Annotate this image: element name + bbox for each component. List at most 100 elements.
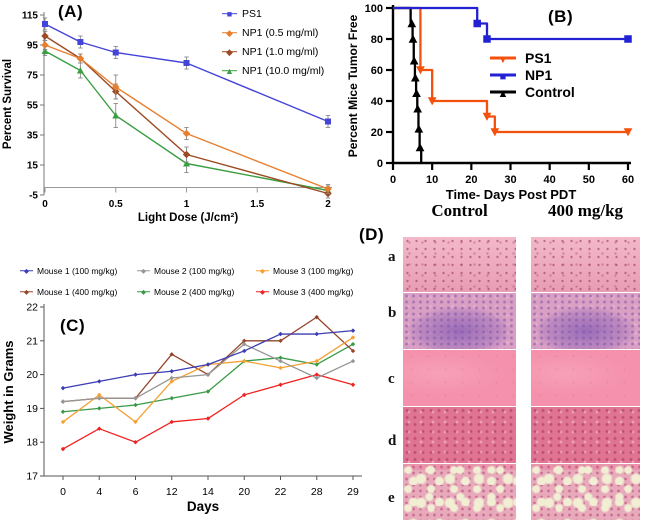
marker-diamond [278, 358, 283, 364]
marker-diamond [314, 314, 319, 320]
x-tick-label-c: 20 [238, 486, 250, 498]
marker-triangle-up [413, 104, 423, 113]
chart-c-weight: 17 18 19 20 21 22 0 4 6 12 14 20 22 28 29 Days Weight in… [1, 302, 362, 514]
x-tick-label-a: 1 [184, 199, 190, 210]
x-tick-label-c: 0 [60, 486, 66, 498]
x-axis-title-c: Days [187, 499, 219, 514]
y-tick-label-b: 80 [371, 34, 383, 46]
histology-image-liver-400mgkg [531, 237, 640, 292]
histology-image-kidney-control [403, 407, 516, 463]
legend-label: Mouse 1 (400 mg/kg) [37, 286, 118, 297]
marker-diamond [205, 362, 211, 367]
x-tick-label-c: 12 [166, 486, 178, 498]
marker-diamond [60, 446, 66, 452]
marker-triangle-up [410, 73, 420, 82]
x-tick-label-c: 4 [96, 486, 102, 498]
legend-marker-icon: ■ [490, 67, 516, 83]
legend-item-mouse-1-400-mg-kg: ◆ Mouse 1 (400 mg/kg) [20, 281, 137, 302]
series-line-b [393, 6, 423, 163]
y-tick-label-c: 22 [26, 302, 38, 314]
legend-item-mouse-2-400-mg-kg: ◆ Mouse 2 (400 mg/kg) [137, 281, 256, 302]
marker-diamond [350, 382, 356, 387]
legend-item-mouse-3-400-mg-kg: ◆ Mouse 3 (400 mg/kg) [256, 281, 372, 302]
x-tick-label-a: 0 [42, 199, 48, 210]
legend-marker-icon: ◆ [256, 286, 269, 297]
x-tick-label-a: 0.5 [109, 199, 123, 210]
marker-diamond [97, 406, 102, 411]
panel-b-label: (B) [548, 7, 574, 26]
legend-item-np1: ■ NP1 [490, 66, 575, 83]
legend-label: Mouse 2 (100 mg/kg) [154, 265, 235, 276]
y-tick-label-a: 35 [27, 131, 39, 142]
legend-marker-icon: ■ [222, 8, 237, 20]
legend-item-np1-1-0-mg-ml: ◆ NP1 (1.0 mg/ml) [222, 42, 324, 61]
x-tick-label-c: 14 [202, 486, 214, 498]
x-tick-label-c: 28 [311, 486, 323, 498]
y-tick-label-b: 20 [371, 127, 383, 139]
marker-square [77, 39, 84, 45]
x-tick-label-a: 2 [325, 199, 331, 210]
legend-item-np1-10-0-mg-ml: ▲ NP1 (10.0 mg/ml) [222, 61, 324, 80]
series-line-b [393, 6, 629, 41]
histology-image-spleen-control [403, 293, 516, 349]
marker-diamond [60, 409, 66, 415]
histology-image-kidney-400mgkg [531, 407, 640, 463]
histology-row-label-c: c [388, 371, 395, 387]
marker-diamond [169, 368, 174, 374]
x-axis-title-a: Light Dose (J/cm²) [138, 212, 238, 224]
marker-diamond [60, 419, 66, 425]
legend-label: Control [525, 83, 575, 100]
marker-triangle-down [427, 97, 437, 106]
marker-triangle-down [482, 112, 492, 121]
chart-a-survival: -5 15 35 55 75 95 115 0 0.5 1 1.5 2 Light Dose (J/cm… [2, 11, 332, 224]
marker-diamond [169, 379, 174, 384]
marker-diamond [242, 358, 247, 364]
legend-item-mouse-2-100-mg-kg: ◆ Mouse 2 (100 mg/kg) [137, 260, 256, 281]
marker-diamond [97, 379, 102, 384]
histology-image-liver-control [403, 237, 516, 292]
legend-marker-icon: ▼ [490, 50, 516, 66]
marker-triangle-up [412, 88, 421, 97]
marker-diamond [314, 358, 319, 364]
marker-diamond [182, 150, 191, 159]
marker-diamond [133, 419, 138, 425]
marker-diamond [182, 129, 191, 138]
marker-triangle-down [490, 128, 500, 137]
y-tick-label-a: 55 [27, 101, 39, 112]
marker-triangle-up [112, 112, 120, 119]
legend-c: ◆ Mouse 1 (100 mg/kg) ◆ Mouse 2 (100 mg/kg)… [20, 260, 372, 302]
marker-triangle-up [41, 47, 49, 54]
marker-diamond [97, 392, 102, 398]
y-tick-label-c: 19 [26, 403, 38, 415]
legend-item-control: ▲ Control [490, 83, 575, 100]
legend-item-mouse-1-100-mg-kg: ◆ Mouse 1 (100 mg/kg) [20, 260, 137, 281]
marker-square [42, 21, 48, 27]
legend-b: ▼ PS1 ■ NP1 ▲ Control [490, 49, 575, 100]
legend-marker-icon: ◆ [222, 27, 237, 39]
histology-image-muscle-400mgkg [531, 350, 640, 406]
histology-row-label-b: b [388, 305, 397, 321]
x-tick-label-b: 50 [583, 174, 595, 186]
legend-a: ■ PS1 ◆ NP1 (0.5 mg/ml) ◆ NP1 (1.0 mg/ml) ▲ NP1… [222, 4, 324, 80]
legend-label: PS1 [242, 7, 262, 20]
series-line-c [62, 330, 354, 389]
histology-row-label-a: a [388, 249, 396, 265]
y-axis-title-a: Percent Survival [2, 59, 14, 149]
legend-label: NP1 (1.0 mg/ml) [242, 45, 319, 58]
legend-marker-icon: ▲ [222, 65, 237, 77]
marker-diamond [169, 375, 174, 381]
y-tick-label-a: -5 [29, 191, 38, 202]
marker-diamond [97, 426, 102, 431]
y-tick-label-c: 17 [26, 471, 38, 483]
legend-label: NP1 (0.5 mg/ml) [242, 26, 319, 39]
marker-diamond [242, 338, 247, 344]
histology-row-label-d: d [388, 433, 397, 449]
marker-diamond [41, 32, 49, 40]
histology-column-header-control: Control [431, 201, 488, 220]
x-tick-label-b: 10 [426, 174, 438, 186]
marker-diamond [278, 355, 283, 360]
x-axis-title-b: Time- Days Post PDT [446, 187, 577, 202]
legend-marker-icon: ◆ [222, 46, 237, 58]
x-tick-label-b: 20 [465, 174, 477, 186]
marker-diamond [133, 396, 138, 401]
